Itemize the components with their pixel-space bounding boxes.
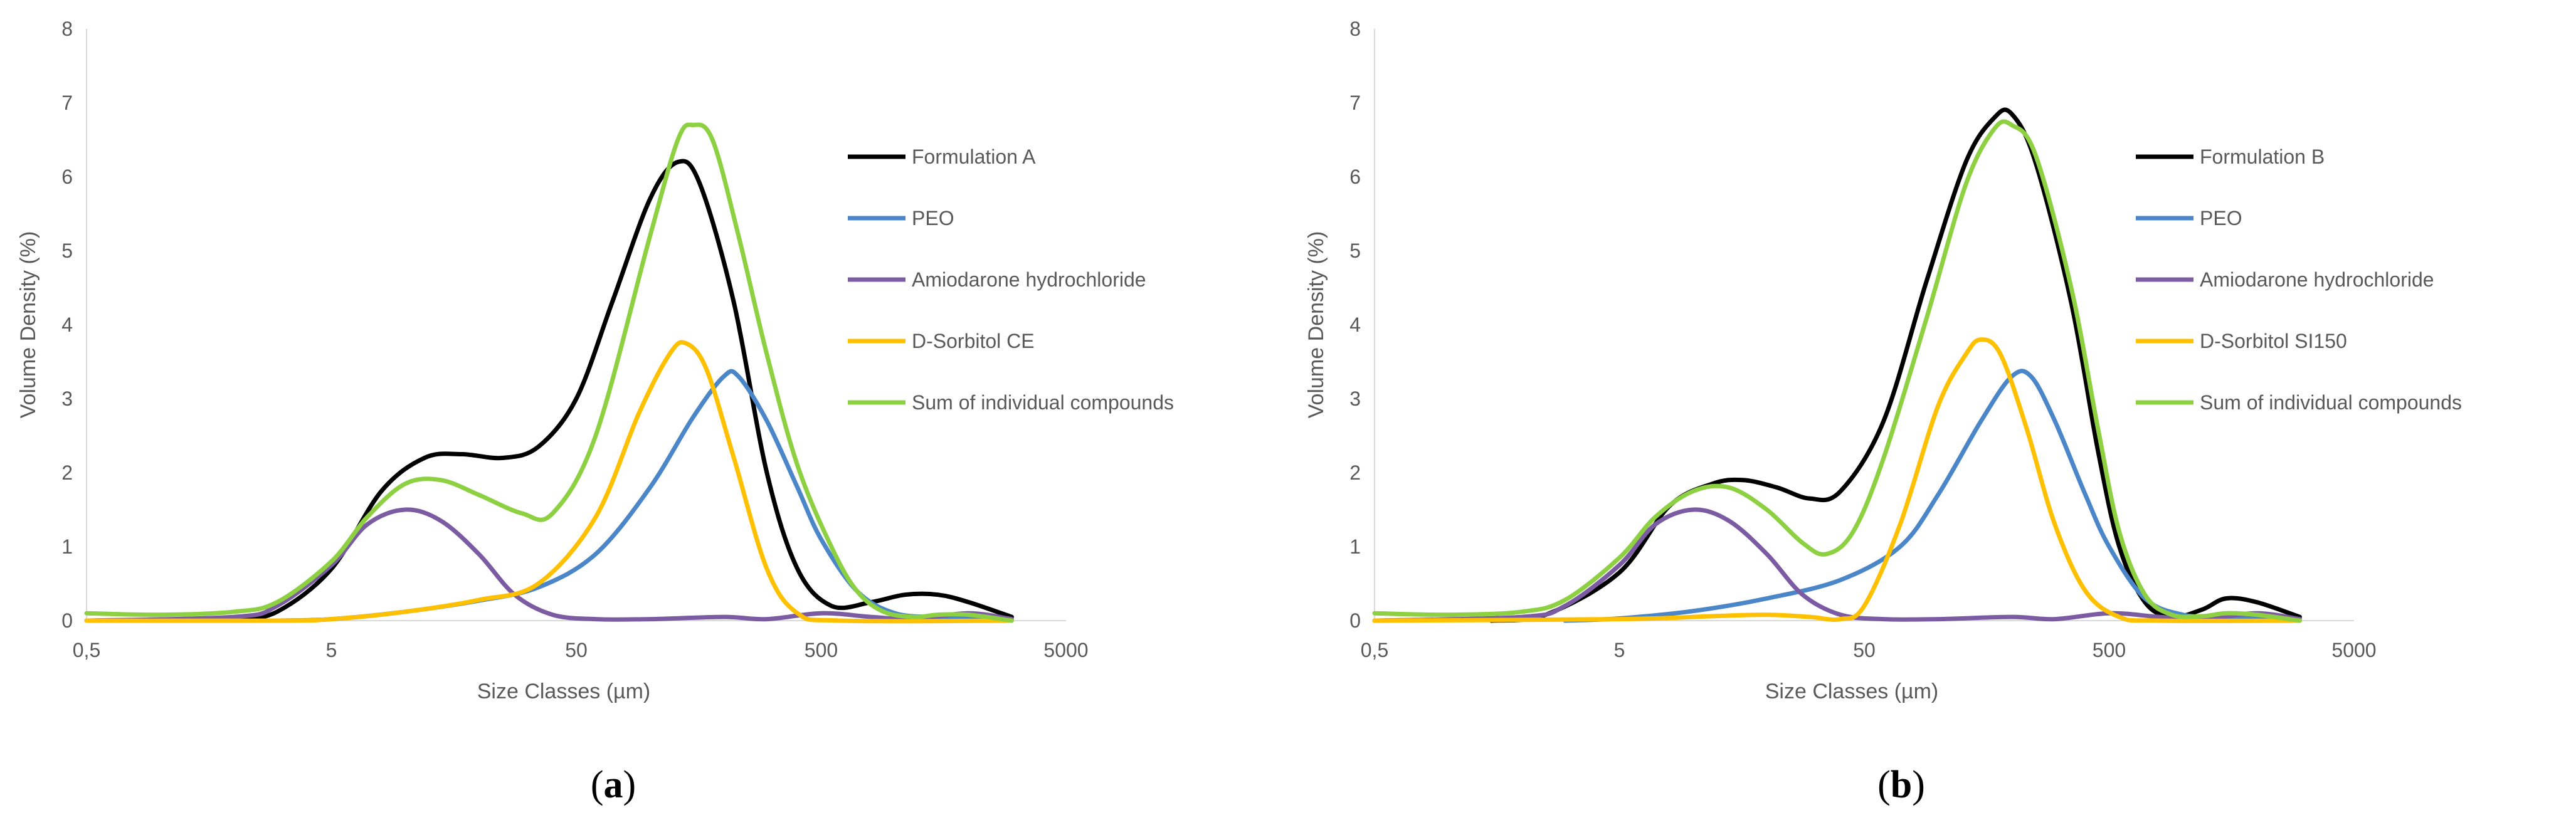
- x-tick-label: 5: [1614, 639, 1625, 661]
- y-tick-label: 6: [61, 166, 73, 188]
- y-tick-label: 7: [61, 92, 73, 114]
- y-tick-label: 0: [1349, 609, 1361, 632]
- x-tick-label: 50: [1853, 639, 1876, 661]
- y-tick-label: 2: [61, 461, 73, 484]
- legend-label: Sum of individual compounds: [2200, 391, 2462, 414]
- x-axis-title: Size Classes (µm): [1765, 680, 1939, 703]
- y-tick-label: 0: [61, 609, 73, 632]
- y-tick-label: 5: [61, 239, 73, 262]
- x-tick-label: 5: [326, 639, 337, 661]
- y-tick-label: 4: [61, 313, 73, 336]
- y-tick-label: 7: [1349, 92, 1361, 114]
- chart-b: 0 1 2 3 4 5 6 7 8 0,5 5 50 500 5000 Size Classes (µm) V…: [1304, 18, 2462, 806]
- x-tick-label: 0,5: [1361, 639, 1388, 661]
- y-tick-label: 5: [1349, 239, 1361, 262]
- legend-label: Formulation A: [912, 145, 1036, 168]
- series-line-1: [1489, 107, 2302, 623]
- series-line-5: [84, 122, 1014, 623]
- y-tick-label: 2: [1349, 461, 1361, 484]
- panel-caption: (b): [1877, 764, 1925, 806]
- series-line-4: [1372, 337, 2302, 623]
- panel-b: 0 1 2 3 4 5 6 7 8 0,5 5 50 500 5000 Size Classes (µm) V…: [1288, 0, 2576, 825]
- legend-label: PEO: [2200, 207, 2242, 229]
- y-axis-title: Volume Density (%): [16, 231, 40, 419]
- legend-label: PEO: [912, 207, 954, 229]
- y-tick-label: 1: [61, 535, 73, 558]
- y-tick-label: 6: [1349, 166, 1361, 188]
- y-tick-label: 8: [1349, 18, 1361, 40]
- series-line-3: [84, 507, 1014, 623]
- x-tick-label: 5000: [2331, 639, 2376, 661]
- x-tick-label: 500: [805, 639, 838, 661]
- x-tick-label: 5000: [1043, 639, 1088, 661]
- series-line-4: [84, 340, 1014, 624]
- series-line-3: [1372, 507, 2302, 623]
- legend-label: D-Sorbitol SI150: [2200, 330, 2347, 352]
- legend-label: Formulation B: [2200, 145, 2325, 168]
- series-line-5: [1372, 119, 2302, 623]
- legend-label: D-Sorbitol CE: [912, 330, 1035, 352]
- panel-a: 0 1 2 3 4 5 6 7 8 0,5 5 50 500 5000 Size Classes (µm) V…: [16, 18, 1174, 806]
- y-tick-label: 4: [1349, 313, 1361, 336]
- x-tick-label: 0,5: [73, 639, 100, 661]
- y-tick-label: 3: [1349, 387, 1361, 410]
- y-tick-label: 3: [61, 387, 73, 410]
- x-axis-title: Size Classes (µm): [477, 680, 651, 703]
- legend-label: Amiodarone hydrochloride: [2200, 268, 2434, 291]
- y-axis-title: Volume Density (%): [1304, 231, 1328, 419]
- panel-caption: (a): [591, 764, 636, 806]
- series-line-1: [231, 159, 1014, 623]
- y-tick-label: 8: [61, 18, 73, 40]
- legend-label: Sum of individual compounds: [912, 391, 1174, 414]
- x-tick-label: 500: [2093, 639, 2126, 661]
- y-tick-label: 1: [1349, 535, 1361, 558]
- x-tick-label: 50: [565, 639, 588, 661]
- series-line-2: [1563, 369, 2302, 623]
- chart-a: 0 1 2 3 4 5 6 7 8 0,5 5 50 500 5000 Size Classes (µm) V…: [16, 18, 1174, 806]
- legend-label: Amiodarone hydrochloride: [912, 268, 1146, 291]
